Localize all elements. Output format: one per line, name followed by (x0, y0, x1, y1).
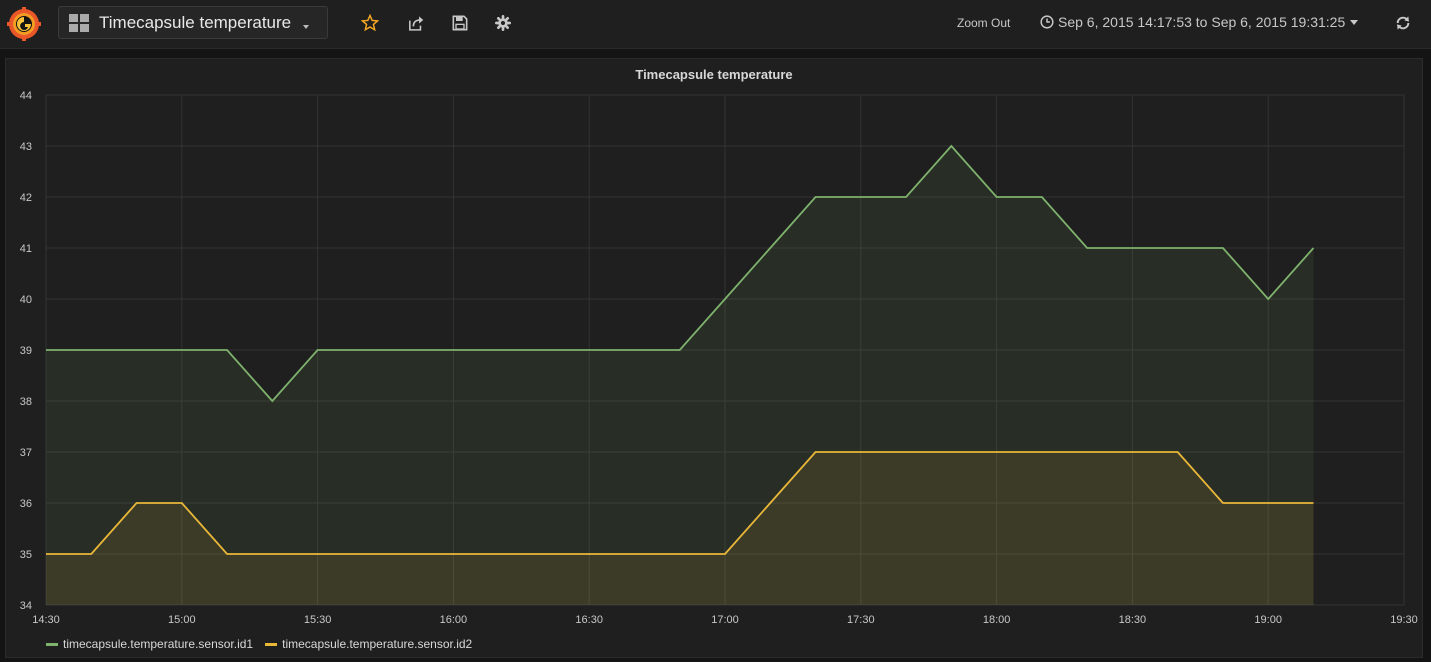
y-tick-label: 37 (20, 447, 32, 459)
share-icon[interactable] (404, 12, 426, 34)
x-tick-label: 18:00 (983, 614, 1011, 626)
time-range-picker[interactable]: Sep 6, 2015 14:17:53 to Sep 6, 2015 19:3… (1040, 14, 1359, 30)
y-tick-label: 36 (20, 498, 32, 510)
legend-swatch (46, 642, 58, 646)
y-tick-label: 40 (20, 294, 32, 306)
zoom-out-button[interactable]: Zoom Out (957, 16, 1011, 30)
caret-down-icon (1350, 19, 1359, 25)
x-tick-label: 15:30 (304, 614, 332, 626)
graph-panel: Timecapsule temperature 34 35 36 37 38 39 40 41… (5, 58, 1423, 658)
save-icon[interactable] (449, 12, 471, 34)
settings-icon[interactable] (492, 12, 514, 34)
legend-item[interactable]: timecapsule.temperature.sensor.id2 (265, 637, 472, 651)
chevron-down-icon (303, 24, 310, 29)
x-tick-label: 17:30 (847, 614, 875, 626)
x-tick-label: 16:30 (575, 614, 603, 626)
series-area-2 (46, 452, 1314, 605)
x-tick-label: 19:30 (1390, 614, 1418, 626)
top-navbar: Timecapsule temperature (0, 0, 1431, 49)
dashboard-grid-icon (69, 13, 89, 32)
y-tick-label: 41 (20, 243, 32, 255)
y-tick-label: 35 (20, 549, 32, 561)
series-line-2 (46, 451, 1314, 555)
chart-legend: timecapsule.temperature.sensor.id1 timeca… (46, 637, 484, 651)
y-tick-label: 44 (20, 90, 32, 102)
y-tick-label: 34 (20, 600, 32, 612)
x-tick-label: 15:00 (168, 614, 196, 626)
y-tick-label: 38 (20, 396, 32, 408)
legend-swatch (265, 642, 278, 646)
time-range-label: Sep 6, 2015 14:17:53 to Sep 6, 2015 19:3… (1058, 14, 1346, 30)
panel-title[interactable]: Timecapsule temperature (635, 67, 793, 82)
dashboard-title: Timecapsule temperature (99, 12, 292, 32)
legend-label: timecapsule.temperature.sensor.id1 (63, 637, 254, 651)
legend-item[interactable]: timecapsule.temperature.sensor.id1 (46, 637, 253, 651)
temperature-chart[interactable]: 34 35 36 37 38 39 40 41 42 43 44 14:30 15:00 15:30 16:… (6, 59, 1424, 659)
x-tick-label: 14:30 (32, 614, 60, 626)
x-tick-label: 16:00 (440, 614, 468, 626)
refresh-icon[interactable] (1393, 13, 1413, 33)
y-tick-label: 42 (20, 192, 32, 204)
series-line-1 (46, 144, 1315, 403)
x-tick-label: 19:00 (1254, 614, 1282, 626)
legend-label: timecapsule.temperature.sensor.id2 (282, 637, 473, 651)
star-icon[interactable] (359, 12, 381, 34)
x-tick-label: 18:30 (1119, 614, 1147, 626)
dashboard-picker[interactable]: Timecapsule temperature (58, 6, 328, 39)
y-tick-label: 43 (20, 141, 32, 153)
series-area-1 (46, 146, 1314, 605)
grafana-logo-icon[interactable] (0, 0, 48, 48)
y-tick-label: 39 (20, 345, 32, 357)
clock-icon (1040, 15, 1054, 29)
x-tick-label: 17:00 (711, 614, 739, 626)
